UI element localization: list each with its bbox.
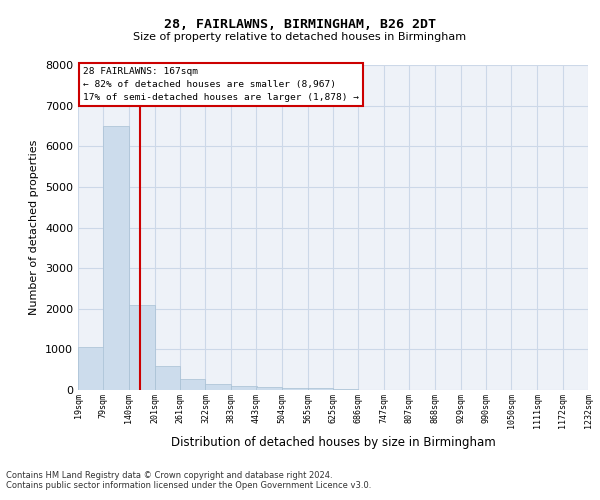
Y-axis label: Number of detached properties: Number of detached properties [29,140,40,315]
Bar [256,387,282,390]
Bar [333,389,358,390]
Bar [129,304,155,390]
Bar [180,379,205,390]
Bar [155,366,180,390]
Text: 28, FAIRLAWNS, BIRMINGHAM, B26 2DT: 28, FAIRLAWNS, BIRMINGHAM, B26 2DT [164,18,436,30]
Bar [282,388,308,390]
Text: Contains public sector information licensed under the Open Government Licence v3: Contains public sector information licen… [6,481,371,490]
Text: Size of property relative to detached houses in Birmingham: Size of property relative to detached ho… [133,32,467,42]
Text: Contains HM Land Registry data © Crown copyright and database right 2024.: Contains HM Land Registry data © Crown c… [6,471,332,480]
X-axis label: Distribution of detached houses by size in Birmingham: Distribution of detached houses by size … [170,436,496,449]
Bar [78,348,104,390]
Bar [231,386,257,390]
Text: 28 FAIRLAWNS: 167sqm
← 82% of detached houses are smaller (8,967)
17% of semi-de: 28 FAIRLAWNS: 167sqm ← 82% of detached h… [83,66,359,102]
Bar [308,388,333,390]
Bar [205,384,231,390]
Bar [103,126,129,390]
